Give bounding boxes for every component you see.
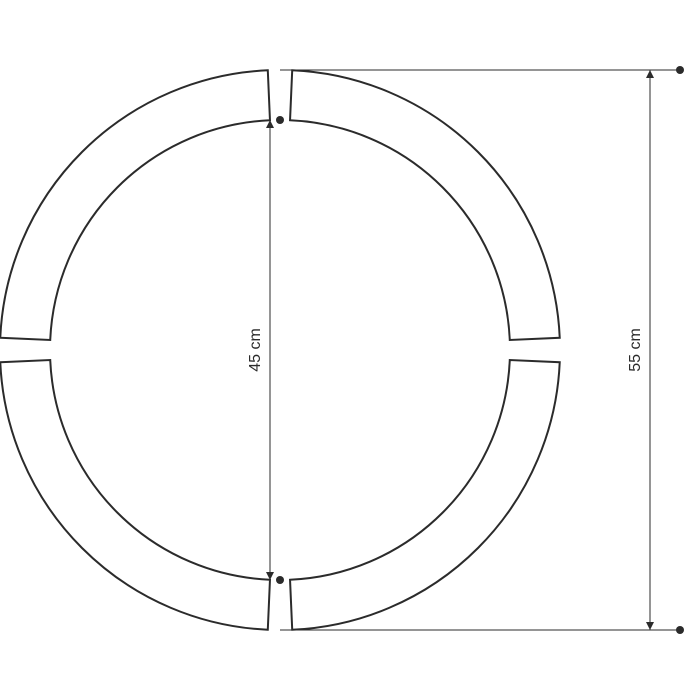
ring-body	[0, 70, 559, 629]
dim-inner-dot-top	[276, 116, 284, 124]
dim-outer-arrow-top	[646, 70, 654, 78]
dim-inner-label: 45 cm	[247, 328, 264, 372]
ring-segment-3	[0, 70, 270, 340]
dim-outer-dot-top	[676, 66, 684, 74]
ring-segment-2	[0, 360, 270, 630]
dim-outer-label: 55 cm	[627, 328, 644, 372]
technical-drawing: 45 cm 55 cm	[0, 0, 700, 700]
ring-segment-1	[290, 360, 560, 630]
ring-segment-0	[290, 70, 560, 340]
inner-dimension: 45 cm	[247, 116, 284, 584]
dim-outer-dot-bottom	[676, 626, 684, 634]
outer-dimension: 55 cm	[280, 66, 684, 634]
dim-inner-dot-bottom	[276, 576, 284, 584]
dim-outer-arrow-bottom	[646, 622, 654, 630]
